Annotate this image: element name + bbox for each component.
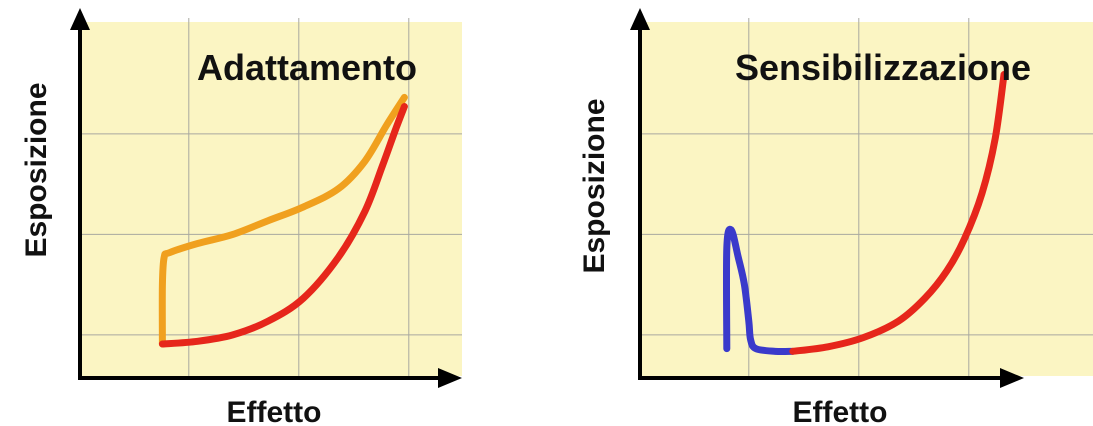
y-axis-arrow bbox=[630, 8, 650, 30]
chart-title: Sensibilizzazione bbox=[735, 47, 1031, 88]
axes bbox=[630, 8, 1024, 388]
series-layer bbox=[158, 93, 408, 348]
series-line-1 bbox=[789, 71, 1008, 355]
axes bbox=[70, 8, 462, 388]
chart-title: Adattamento bbox=[197, 47, 417, 88]
y-axis-label: Esposizione bbox=[578, 98, 611, 273]
adattamento-chart: Adattamento Effetto Esposizione bbox=[20, 8, 462, 426]
x-axis-arrow bbox=[1000, 368, 1024, 388]
series-line-0 bbox=[158, 93, 408, 348]
x-axis-label: Effetto bbox=[793, 396, 888, 426]
sensibilizzazione-chart: Sensibilizzazione Effetto Esposizione bbox=[578, 8, 1093, 426]
grid-lines bbox=[80, 18, 462, 376]
series-line-0 bbox=[722, 225, 797, 356]
x-axis-arrow bbox=[438, 368, 462, 388]
plot-area bbox=[640, 22, 1093, 376]
series-layer bbox=[722, 71, 1008, 356]
y-axis-arrow bbox=[70, 8, 90, 30]
y-axis-label: Esposizione bbox=[20, 82, 53, 257]
x-axis-label: Effetto bbox=[227, 396, 322, 426]
series-line-1 bbox=[158, 103, 408, 348]
